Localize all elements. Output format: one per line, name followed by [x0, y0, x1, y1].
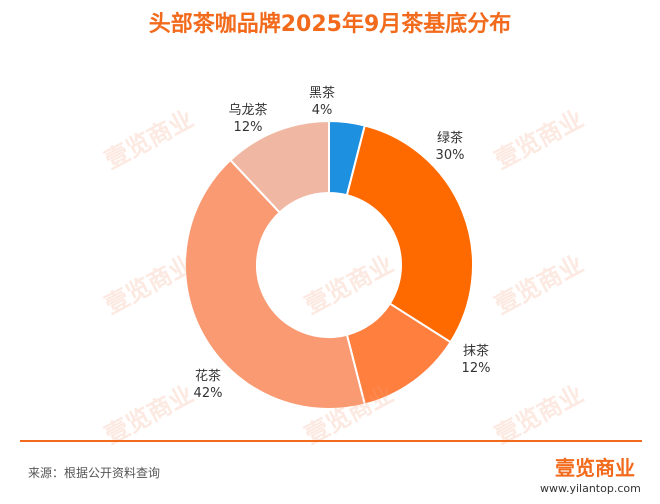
donut-chart: 黑茶 4% 绿茶 30% 抹茶 12% 花茶 42% 乌龙茶 12%: [184, 85, 491, 410]
source-note: 来源：根据公开资料查询: [28, 466, 161, 480]
slice-category-label: 花茶: [195, 368, 221, 384]
slice-value-label: 12%: [462, 361, 491, 376]
donut-slice: [345, 124, 474, 344]
slice-category-label: 乌龙茶: [228, 102, 267, 118]
slice-value-label: 30%: [436, 148, 465, 163]
donut-slice: [229, 119, 330, 214]
footer-divider: [20, 440, 642, 442]
slice-value-label: 4%: [312, 103, 333, 118]
chart-title: 头部茶咖品牌2025年9月茶基底分布: [148, 12, 512, 37]
slice-value-label: 12%: [234, 120, 263, 135]
slice-value-label: 42%: [194, 386, 223, 401]
donut-slice: [184, 158, 367, 410]
brand-url: www.yilantop.com: [540, 482, 641, 495]
slice-category-label: 黑茶: [309, 85, 335, 101]
slice-category-label: 抹茶: [463, 343, 489, 359]
slice-category-label: 绿茶: [437, 130, 463, 146]
brand-logo: 壹览商业: [555, 456, 635, 480]
